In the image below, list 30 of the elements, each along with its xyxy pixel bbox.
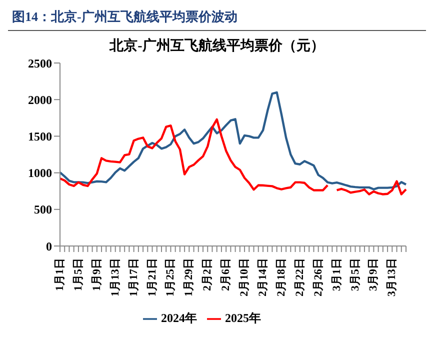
x-tick-label: 1月13日	[109, 258, 122, 296]
x-tick-label: 3月5日	[349, 258, 362, 291]
x-tick-label: 2月22日	[294, 258, 306, 296]
x-tick-label: 3月1日	[330, 258, 343, 291]
legend-label: 2025年	[225, 311, 261, 325]
x-tick-label: 1月5日	[72, 258, 84, 291]
x-tick-label: 2月2日	[202, 258, 214, 291]
legend-label: 2024年	[161, 311, 197, 325]
y-tick-label: 1500	[28, 129, 52, 144]
x-tick-label: 1月25日	[164, 258, 177, 296]
x-tick-label: 1月21日	[146, 258, 158, 296]
chart-subtitle: 北京-广州互飞航线平均票价（元）	[108, 37, 326, 55]
x-tick-label: 3月9日	[368, 258, 380, 291]
y-tick-label: 2500	[28, 56, 52, 70]
x-tick-label: 2月10日	[238, 258, 251, 296]
x-tick-label: 1月17日	[128, 258, 140, 296]
y-tick-label: 2000	[28, 92, 52, 107]
chart-title: 图14：北京-广州互飞航线平均票价波动	[8, 8, 426, 31]
y-tick-label: 1000	[28, 166, 52, 180]
x-tick-label: 3月13日	[386, 258, 398, 296]
x-tick-label: 1月9日	[90, 258, 103, 291]
line-series	[58, 91, 408, 190]
y-tick-label: 500	[34, 202, 52, 217]
x-tick-label: 2月6日	[220, 258, 232, 291]
x-tick-label: 2月14日	[256, 258, 269, 296]
x-tick-label: 1月29日	[183, 258, 196, 296]
x-tick-label: 2月18日	[275, 258, 288, 296]
x-tick-label: 1月1日	[54, 258, 66, 291]
y-tick-label: 0	[46, 239, 52, 254]
x-tick-label: 2月26日	[312, 258, 324, 296]
